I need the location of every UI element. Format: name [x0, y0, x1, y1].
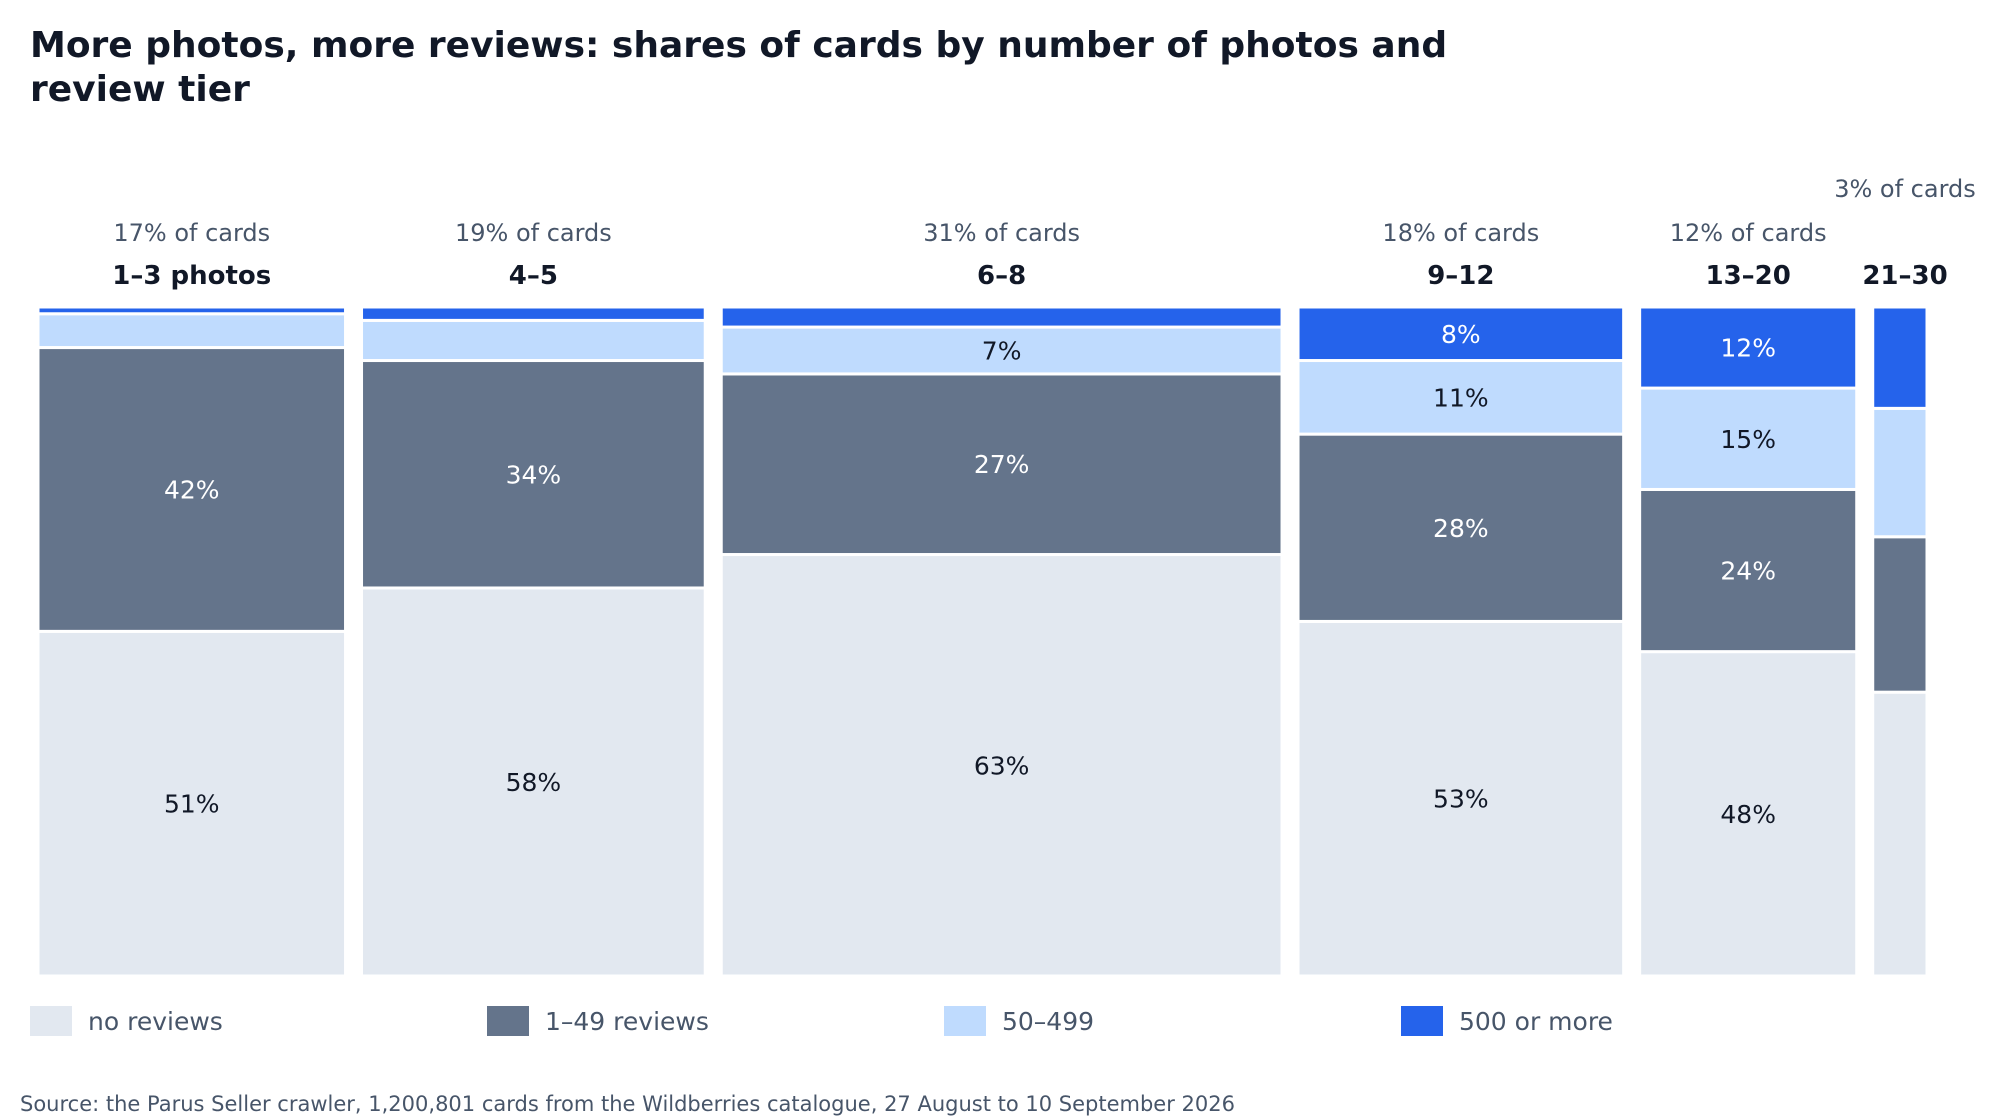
mosaic-segment — [1296, 432, 1626, 623]
legend-label-50-499: 50–499 — [1002, 1006, 1095, 1036]
mosaic-segment — [1296, 619, 1626, 978]
mosaic-segment — [36, 346, 348, 633]
legend-label-500-or-more: 500 or more — [1459, 1006, 1613, 1036]
legend-label-1-49-reviews: 1–49 reviews — [545, 1006, 709, 1036]
category-share-label: 3% of cards — [1834, 175, 1976, 203]
legend-swatch-no-reviews — [30, 1006, 72, 1036]
segment-value-label: 28% — [1433, 514, 1489, 543]
mosaic-segment — [360, 305, 707, 322]
legend-item-50-499: 50–499 — [944, 1005, 1094, 1037]
legend-label-no-reviews: no reviews — [88, 1006, 223, 1036]
mosaic-segment — [1871, 305, 1929, 410]
category-share-label: 19% of cards — [455, 219, 612, 247]
segment-value-label: 58% — [506, 768, 562, 797]
mosaic-segment — [1296, 359, 1626, 436]
mosaic-segment — [1871, 406, 1929, 539]
legend: no reviews 1–49 reviews 50–499 500 or mo… — [0, 1005, 2000, 1041]
category-share-label: 18% of cards — [1382, 219, 1539, 247]
mosaic-segment — [719, 553, 1284, 978]
category-label: 21–30 — [1862, 261, 1947, 291]
segment-value-label: 15% — [1720, 425, 1776, 454]
segment-value-label: 53% — [1433, 785, 1489, 814]
segment-value-label: 48% — [1720, 800, 1776, 829]
category-share-label: 17% of cards — [113, 219, 270, 247]
mosaic-segment — [360, 318, 707, 363]
segment-value-label: 42% — [164, 475, 220, 504]
mosaic-segment — [36, 305, 348, 316]
mosaic-segment — [360, 586, 707, 978]
mosaic-chart: 1–3 photos 17% of cards 51% 42% 4–5 19% of ca… — [36, 175, 1976, 978]
legend-swatch-50-499 — [944, 1006, 986, 1036]
category-label: 1–3 photos — [112, 261, 271, 291]
mosaic-segment — [1871, 690, 1929, 978]
segment-value-label: 12% — [1720, 334, 1776, 363]
segment-value-label: 27% — [974, 450, 1030, 479]
segment-value-label: 34% — [506, 460, 562, 489]
legend-item-1-49-reviews: 1–49 reviews — [487, 1005, 709, 1037]
legend-swatch-1-49-reviews — [487, 1006, 529, 1036]
category-label: 9–12 — [1427, 261, 1494, 291]
segment-value-label: 11% — [1433, 383, 1489, 412]
mosaic-segment — [719, 325, 1284, 376]
category-label: 4–5 — [509, 261, 558, 291]
mosaic-segment — [1871, 535, 1929, 694]
mosaic-segment — [1638, 386, 1859, 491]
chart-title: More photos, more reviews: shares of car… — [30, 25, 1448, 110]
legend-swatch-500-or-more — [1401, 1006, 1443, 1036]
mosaic-segment — [1638, 650, 1859, 978]
legend-item-no-reviews: no reviews — [30, 1005, 223, 1037]
mosaic-segment — [719, 372, 1284, 557]
mosaic-segment — [719, 305, 1284, 329]
segment-value-label: 7% — [982, 336, 1022, 365]
source-note: Source: the Parus Seller crawler, 1,200,… — [20, 1092, 1235, 1116]
segment-value-label: 24% — [1720, 557, 1776, 586]
mosaic-segment — [36, 629, 348, 978]
mosaic-segment — [1638, 487, 1859, 654]
segment-value-label: 63% — [974, 751, 1030, 780]
category-share-label: 31% of cards — [923, 219, 1080, 247]
category-share-label: 12% of cards — [1670, 219, 1827, 247]
category-label: 6–8 — [977, 261, 1026, 291]
segment-value-label: 51% — [164, 790, 220, 819]
segment-value-label: 8% — [1441, 320, 1481, 349]
legend-item-500-or-more: 500 or more — [1401, 1005, 1613, 1037]
mosaic-segment — [1296, 305, 1626, 363]
mosaic-segment — [1638, 305, 1859, 390]
mosaic-segment — [36, 312, 348, 350]
category-label: 13–20 — [1706, 261, 1791, 291]
